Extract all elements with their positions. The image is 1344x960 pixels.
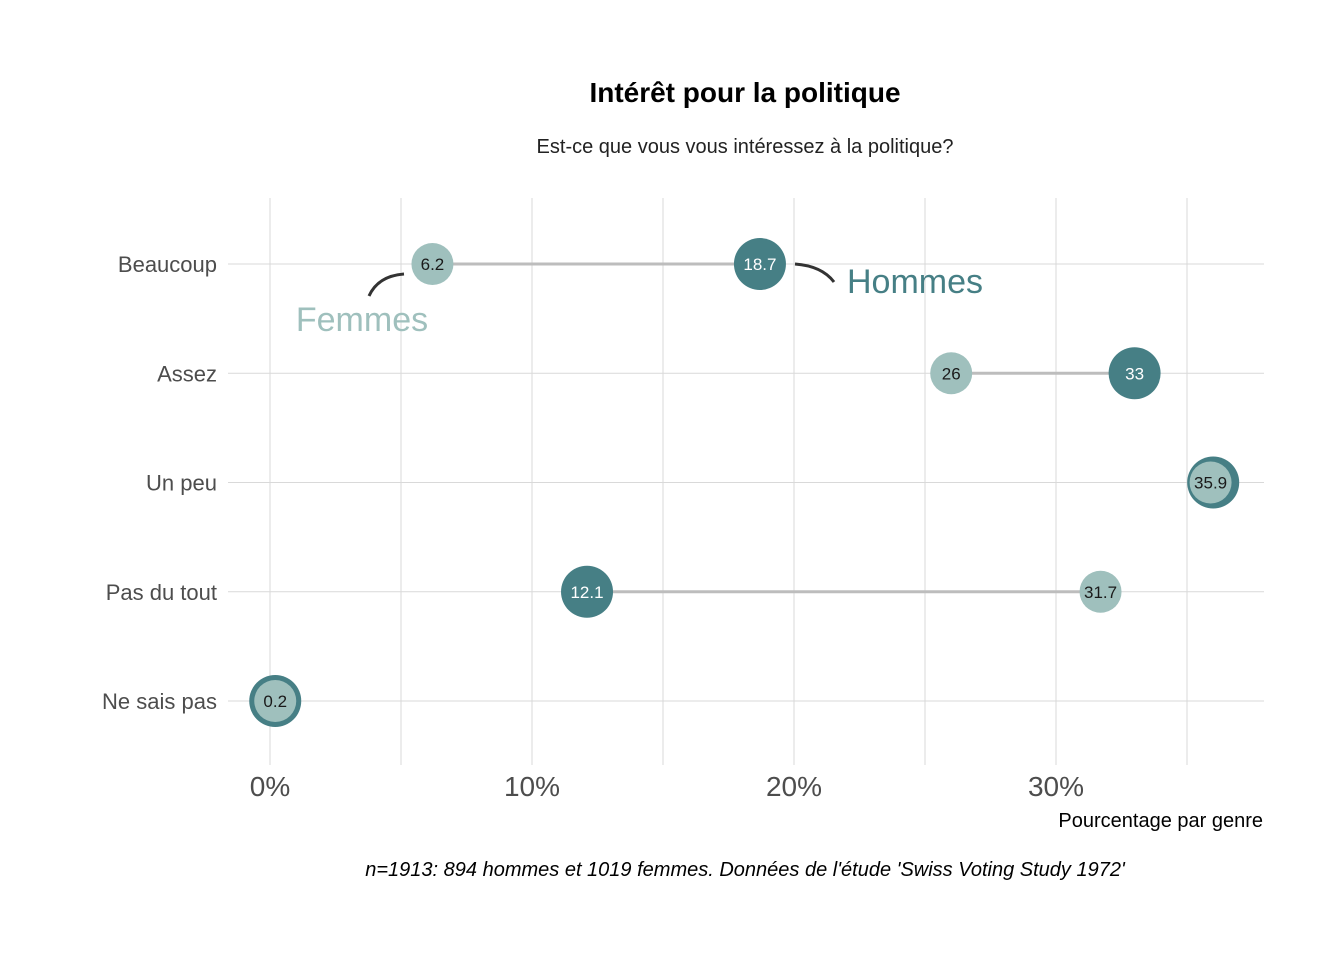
hommes-point <box>1108 347 1161 400</box>
hommes-value-label: 18.7 <box>743 255 776 274</box>
data-points <box>249 238 1240 727</box>
chart-subtitle: Est-ce que vous vous intéressez à la pol… <box>537 136 954 158</box>
x-axis-title: Pourcentage par genre <box>1058 810 1263 832</box>
category-label: Ne sais pas <box>102 689 217 714</box>
chart-title: Intérêt pour la politique <box>589 77 900 108</box>
femmes-annotation-arrow <box>367 272 405 297</box>
value-labels: 18.7 6.2 33 26 35.9 12.1 31.7 0.2 <box>263 255 1227 711</box>
x-tick-labels: 0% 10% 20% 30% <box>250 771 1084 802</box>
x-tick-label: 20% <box>766 771 822 802</box>
category-labels: Beaucoup Assez Un peu Pas du tout Ne sais pa… <box>102 252 217 714</box>
femmes-value-label: 26 <box>942 364 961 383</box>
femmes-point <box>1189 461 1232 504</box>
femmes-point <box>1079 570 1122 613</box>
femmes-point <box>254 680 297 722</box>
x-tick-label: 30% <box>1028 771 1084 802</box>
hommes-annotation-arrow <box>794 262 836 283</box>
femmes-value-label: 35.9 <box>1194 474 1227 493</box>
femmes-annotation: Femmes <box>296 301 428 339</box>
hommes-value-label: 33 <box>1125 364 1144 383</box>
x-tick-label: 0% <box>250 771 290 802</box>
category-label: Beaucoup <box>118 252 217 277</box>
femmes-point <box>930 352 973 395</box>
femmes-value-label: 31.7 <box>1084 583 1117 602</box>
series-annotations: Femmes Hommes <box>296 262 983 339</box>
hommes-annotation: Hommes <box>847 263 983 301</box>
femmes-value-label: 6.2 <box>421 255 445 274</box>
category-label: Assez <box>157 361 217 386</box>
connector-lines <box>432 262 1214 594</box>
hommes-value-label: 12.1 <box>570 583 603 602</box>
chart-caption: n=1913: 894 hommes et 1019 femmes. Donné… <box>365 859 1126 881</box>
hommes-point <box>733 238 786 290</box>
femmes-point <box>411 243 454 285</box>
category-label: Pas du tout <box>106 580 217 605</box>
femmes-value-label: 0.2 <box>263 692 287 711</box>
hommes-point <box>561 565 614 618</box>
category-label: Un peu <box>146 471 217 496</box>
x-tick-label: 10% <box>504 771 560 802</box>
